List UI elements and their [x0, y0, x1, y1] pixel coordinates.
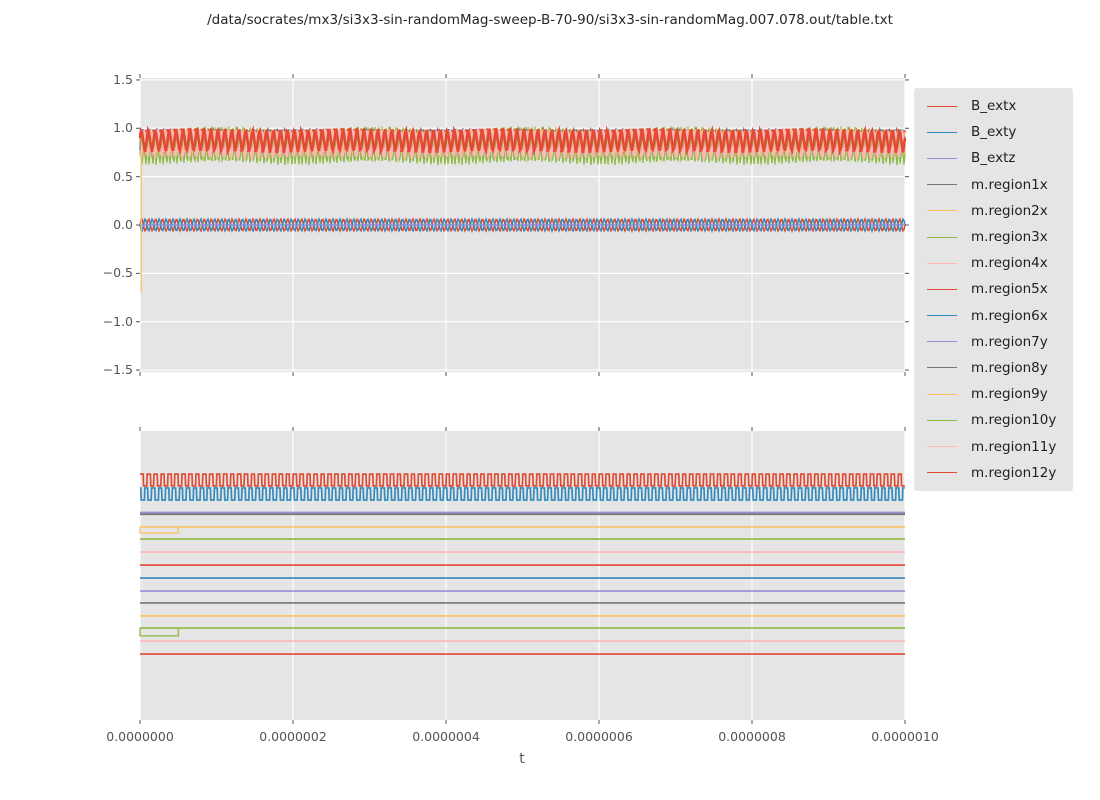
ytick-label: 1.0	[113, 120, 133, 136]
top-subplot-lines	[138, 125, 907, 293]
legend-item[interactable]: m.region3x	[914, 224, 1073, 250]
legend-item[interactable]: m.region11y	[914, 433, 1073, 459]
legend-label: m.region2x	[971, 202, 1048, 219]
legend-line-swatch	[927, 157, 957, 159]
legend-line-swatch	[927, 236, 957, 238]
series-B_exty	[139, 487, 905, 501]
legend-item[interactable]: m.region10y	[914, 407, 1073, 433]
x-axis-label: t	[519, 751, 525, 767]
legend-line-swatch	[927, 341, 957, 343]
legend-item[interactable]: B_extz	[914, 145, 1073, 171]
legend-item[interactable]: m.region1x	[914, 172, 1073, 198]
legend-label: m.region3x	[971, 229, 1048, 246]
legend-box: B_extx B_exty B_extz m.region1x m.region2x m.…	[914, 88, 1073, 491]
legend-item[interactable]: m.region6x	[914, 303, 1073, 329]
legend-item[interactable]: m.region8y	[914, 355, 1073, 381]
legend-label: B_extz	[971, 150, 1016, 167]
series-B_extz	[139, 223, 906, 227]
ytick-label: 0.5	[113, 168, 133, 184]
legend-line-swatch	[927, 184, 957, 186]
legend-label: m.region11y	[971, 438, 1057, 455]
legend-item[interactable]: m.region2x	[914, 198, 1073, 224]
legend-item[interactable]: m.region9y	[914, 381, 1073, 407]
legend-label: m.region12y	[971, 464, 1057, 481]
legend-line-swatch	[927, 419, 957, 421]
legend-item[interactable]: B_extx	[914, 93, 1073, 119]
axis-tick-marks	[136, 74, 909, 724]
series-B_extx	[140, 473, 905, 487]
xtick-label: 0.0000010	[871, 729, 939, 744]
xtick-label: 0.0000006	[565, 729, 633, 744]
legend-line-swatch	[927, 262, 957, 264]
legend-label: B_extx	[971, 98, 1017, 115]
series-m.region11y	[138, 127, 907, 160]
legend-line-swatch	[927, 105, 957, 107]
legend-line-swatch	[927, 315, 957, 317]
legend-item[interactable]: m.region7y	[914, 329, 1073, 355]
legend-label: m.region10y	[971, 412, 1057, 429]
series-m.region12y	[138, 125, 907, 156]
series-m.region10y-transient	[139, 628, 179, 637]
legend-item[interactable]: m.region5x	[914, 276, 1073, 302]
legend-item[interactable]: m.region12y	[914, 460, 1073, 486]
legend-label: m.region4x	[971, 255, 1048, 272]
bottom-subplot-lines	[139, 473, 905, 655]
axes-backgrounds	[140, 78, 905, 720]
legend-line-swatch	[927, 367, 957, 369]
legend-line-swatch	[927, 131, 957, 133]
legend-label: m.region6x	[971, 307, 1048, 324]
legend-label: m.region5x	[971, 281, 1048, 298]
ytick-label: 1.5	[113, 71, 133, 87]
legend-line-swatch	[927, 288, 957, 290]
figure-title: /data/socrates/mx3/si3x3-sin-randomMag-s…	[207, 12, 893, 28]
legend-label: m.region9y	[971, 386, 1048, 403]
legend-line-swatch	[927, 210, 957, 212]
series-B_exty	[139, 217, 906, 233]
ytick-label: 0.0	[113, 217, 133, 232]
ytick-label: −1.5	[102, 362, 133, 378]
legend-label: m.region7y	[971, 333, 1048, 350]
xtick-label: 0.0000008	[718, 729, 786, 744]
xtick-label: 0.0000004	[412, 729, 480, 744]
legend-line-swatch	[927, 393, 957, 395]
legend-item[interactable]: m.region4x	[914, 250, 1073, 276]
legend-label: m.region8y	[971, 359, 1048, 376]
series-m.region2x-transient	[139, 526, 179, 534]
xtick-label: 0.0000000	[106, 729, 174, 744]
legend-label: B_exty	[971, 124, 1017, 141]
ytick-label: −1.0	[102, 313, 133, 329]
legend-line-swatch	[927, 446, 957, 448]
ytick-label: −0.5	[102, 265, 133, 281]
xtick-label: 0.0000002	[259, 729, 327, 744]
legend-line-swatch	[927, 472, 957, 474]
legend-label: m.region1x	[971, 176, 1048, 193]
legend-item[interactable]: B_exty	[914, 119, 1073, 145]
